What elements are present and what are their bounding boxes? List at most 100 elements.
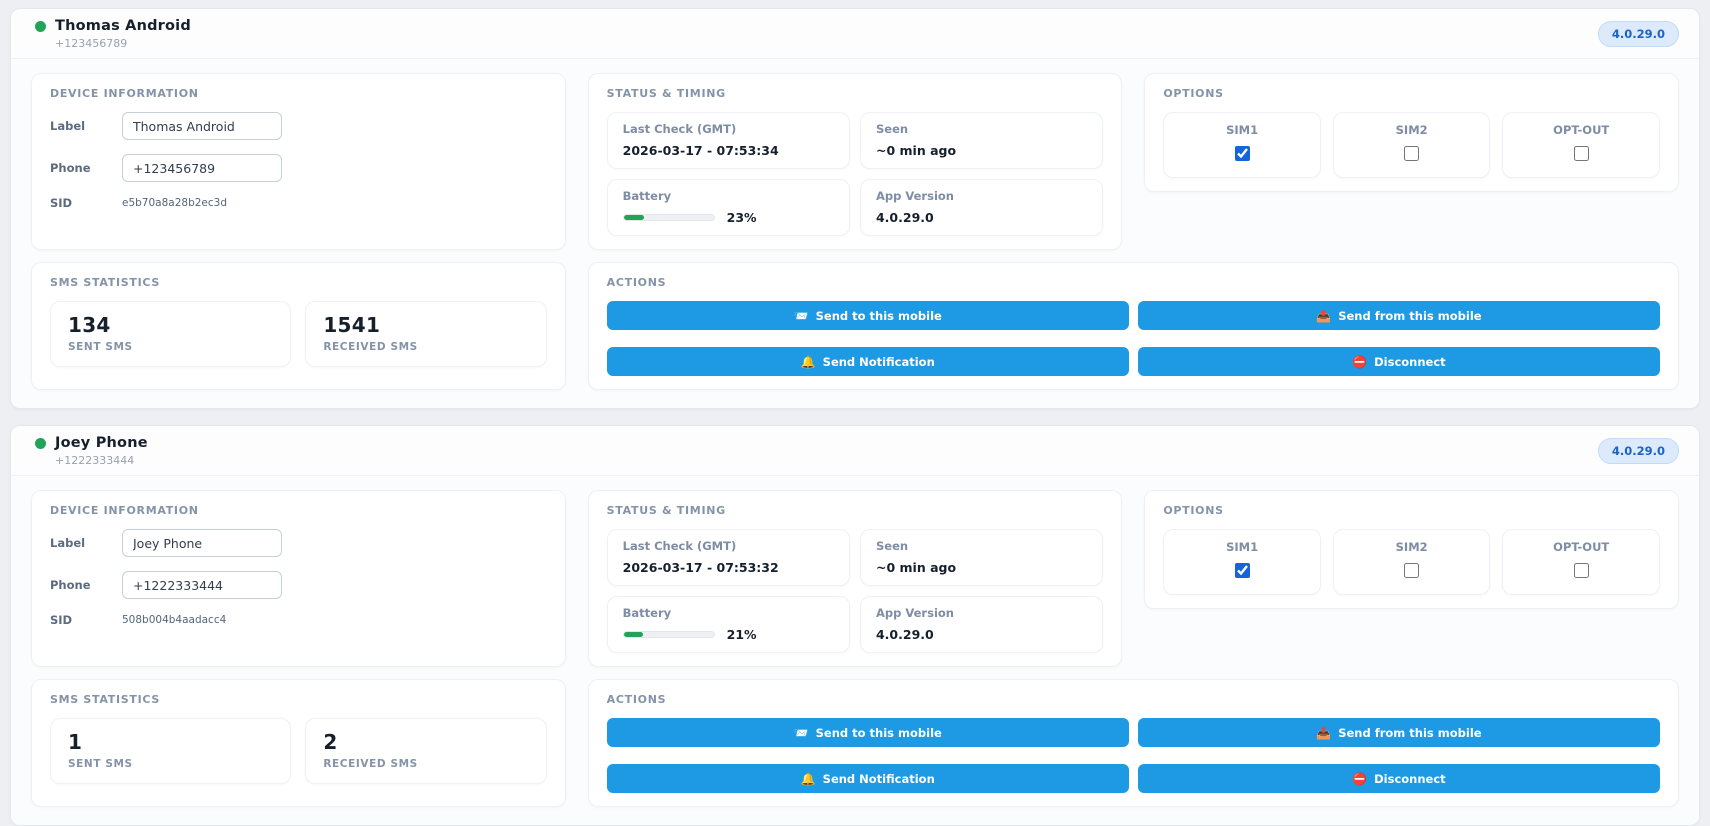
last-check-value: 2026-03-17 - 07:53:34 [622, 143, 779, 158]
send-to-mobile-button[interactable]: 📨 Send to this mobile [606, 718, 1129, 747]
sent-sms-label: SENT SMS [68, 758, 133, 770]
battery-progressbar [622, 631, 715, 638]
status-timing-title: STATUS & TIMING [606, 504, 726, 517]
label-row: Label [50, 112, 547, 140]
seen-label: Seen [875, 122, 909, 136]
sim2-checkbox[interactable] [1404, 563, 1420, 578]
options-title: OPTIONS [1163, 504, 1224, 517]
label-row: Label [50, 529, 547, 557]
sent-sms-card: 1 SENT SMS [50, 718, 292, 784]
device-card-body: DEVICE INFORMATION Label Phone SID 508b0… [11, 476, 1699, 825]
send-notification-button[interactable]: 🔔 Send Notification [606, 764, 1129, 793]
app-version-value: 4.0.29.0 [875, 627, 934, 642]
actions-title: ACTIONS [606, 276, 667, 289]
sim2-option-card: SIM2 [1332, 112, 1491, 178]
send-notification-label: Send Notification [822, 771, 935, 786]
device-identity: Joey Phone +1222333444 [35, 435, 148, 467]
optout-checkbox[interactable] [1573, 146, 1589, 161]
sms-statistics-panel: SMS STATISTICS 134 SENT SMS 1541 RECEIVE… [31, 262, 566, 390]
send-to-mobile-label: Send to this mobile [815, 725, 942, 740]
received-sms-value: 1541 [323, 313, 381, 337]
phone-input[interactable] [122, 154, 282, 182]
device-information-title: DEVICE INFORMATION [50, 87, 199, 100]
seen-card: Seen ~0 min ago [859, 112, 1104, 169]
battery-card: Battery 23% [606, 179, 850, 236]
send-notification-button[interactable]: 🔔 Send Notification [606, 347, 1129, 376]
sms-statistics-panel: SMS STATISTICS 1 SENT SMS 2 RECEIVED SMS [31, 679, 566, 807]
sim1-checkbox[interactable] [1234, 563, 1250, 578]
sms-grid: 134 SENT SMS 1541 RECEIVED SMS [50, 301, 547, 367]
battery-label: Battery [622, 606, 672, 620]
status-grid: Last Check (GMT) 2026-03-17 - 07:53:32 S… [606, 529, 1104, 653]
sid-row: SID 508b004b4aadacc4 [50, 613, 547, 627]
disconnect-button[interactable]: ⛔ Disconnect [1137, 764, 1660, 793]
received-sms-card: 1541 RECEIVED SMS [305, 301, 547, 367]
battery-progress-fill [623, 215, 645, 220]
send-from-mobile-button[interactable]: 📤 Send from this mobile [1137, 301, 1660, 330]
battery-label: Battery [622, 189, 672, 203]
incoming-envelope-icon: 📨 [793, 308, 809, 323]
received-sms-label: RECEIVED SMS [323, 341, 418, 353]
actions-grid: 📨 Send to this mobile 📤 Send from this m… [606, 718, 1660, 793]
optout-option-card: OPT-OUT [1502, 529, 1660, 595]
phone-field-label: Phone [50, 161, 91, 175]
received-sms-value: 2 [323, 730, 338, 754]
app-version-value: 4.0.29.0 [875, 210, 934, 225]
options-grid: SIM1 SIM2 OPT-OUT [1163, 529, 1660, 595]
app-version-label: App Version [875, 606, 954, 620]
optout-label: OPT-OUT [1553, 123, 1610, 137]
send-to-mobile-label: Send to this mobile [815, 308, 942, 323]
battery-percent: 23% [726, 210, 757, 225]
online-status-dot [35, 21, 46, 32]
label-input[interactable] [122, 529, 282, 557]
sim1-checkbox[interactable] [1234, 146, 1250, 161]
sid-value: 508b004b4aadacc4 [122, 614, 227, 626]
disconnect-label: Disconnect [1374, 354, 1446, 369]
options-title: OPTIONS [1163, 87, 1224, 100]
device-name-block: Thomas Android +123456789 [55, 18, 191, 50]
battery-row: 21% [622, 627, 834, 642]
optout-label: OPT-OUT [1553, 540, 1610, 554]
sent-sms-value: 1 [68, 730, 83, 754]
device-phone-number: +123456789 [55, 37, 128, 50]
sid-value: e5b70a8a28b2ec3d [122, 197, 227, 209]
app-version-badge: 4.0.29.0 [1597, 21, 1679, 47]
received-sms-label: RECEIVED SMS [323, 758, 418, 770]
sms-statistics-title: SMS STATISTICS [50, 276, 160, 289]
sim2-checkbox[interactable] [1404, 146, 1420, 161]
sms-grid: 1 SENT SMS 2 RECEIVED SMS [50, 718, 547, 784]
label-input[interactable] [122, 112, 282, 140]
optout-option-card: OPT-OUT [1502, 112, 1660, 178]
last-check-card: Last Check (GMT) 2026-03-17 - 07:53:32 [606, 529, 850, 586]
device-card-body: DEVICE INFORMATION Label Phone SID e5b70… [11, 59, 1699, 408]
status-timing-panel: STATUS & TIMING Last Check (GMT) 2026-03… [587, 73, 1123, 250]
no-entry-icon: ⛔ [1352, 771, 1368, 786]
battery-card: Battery 21% [606, 596, 850, 653]
label-field-label: Label [50, 119, 86, 133]
send-from-mobile-button[interactable]: 📤 Send from this mobile [1137, 718, 1660, 747]
device-information-panel: DEVICE INFORMATION Label Phone SID e5b70… [31, 73, 566, 250]
phone-row: Phone [50, 571, 547, 599]
app-version-card: App Version 4.0.29.0 [859, 596, 1104, 653]
send-to-mobile-button[interactable]: 📨 Send to this mobile [606, 301, 1129, 330]
optout-checkbox[interactable] [1573, 563, 1589, 578]
last-check-label: Last Check (GMT) [622, 122, 737, 136]
seen-value: ~0 min ago [875, 143, 957, 158]
send-from-mobile-label: Send from this mobile [1338, 308, 1482, 323]
phone-input[interactable] [122, 571, 282, 599]
app-version-label: App Version [875, 189, 954, 203]
received-sms-card: 2 RECEIVED SMS [305, 718, 547, 784]
battery-progress-fill [623, 632, 643, 637]
sim1-option-card: SIM1 [1163, 529, 1321, 595]
sim2-label: SIM2 [1395, 123, 1428, 137]
device-information-title: DEVICE INFORMATION [50, 504, 199, 517]
device-name: Joey Phone [55, 435, 148, 451]
no-entry-icon: ⛔ [1352, 354, 1368, 369]
disconnect-button[interactable]: ⛔ Disconnect [1137, 347, 1660, 376]
actions-panel: ACTIONS 📨 Send to this mobile 📤 Send fro… [587, 679, 1679, 807]
actions-panel: ACTIONS 📨 Send to this mobile 📤 Send fro… [587, 262, 1679, 390]
sim2-option-card: SIM2 [1332, 529, 1491, 595]
device-phone-number: +1222333444 [55, 454, 135, 467]
phone-field-label: Phone [50, 578, 91, 592]
status-grid: Last Check (GMT) 2026-03-17 - 07:53:34 S… [606, 112, 1104, 236]
